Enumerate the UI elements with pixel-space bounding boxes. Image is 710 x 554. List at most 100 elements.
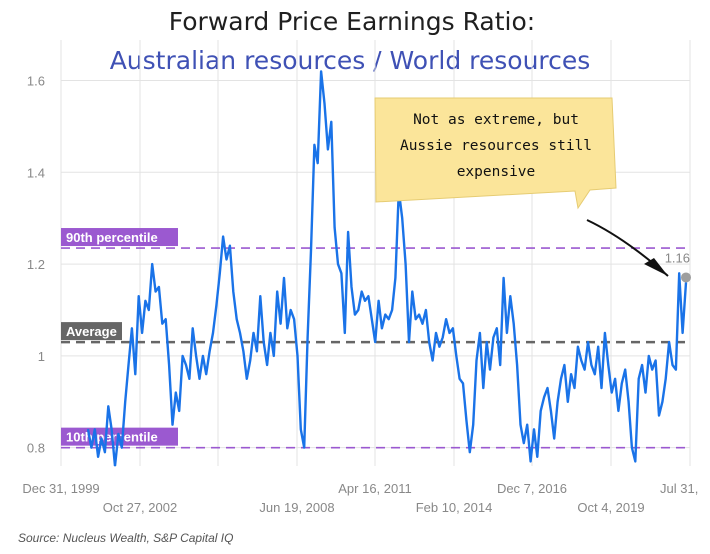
data-point-120 (492, 336, 494, 339)
annotation-line-3: expensive (457, 164, 536, 180)
data-point-14 (134, 373, 136, 375)
data-point-25 (171, 424, 174, 426)
data-point-12 (127, 364, 130, 366)
data-point-113 (469, 451, 471, 453)
data-point-102 (432, 359, 434, 362)
annotation-callout: Not as extreme, but Aussie resources sti… (374, 97, 669, 277)
data-point-123 (503, 277, 505, 279)
y-tick-label-1: 1 (38, 349, 45, 364)
data-point-47 (246, 378, 248, 380)
x-tick-label-lower-1: Jun 19, 2008 (259, 500, 334, 515)
x-tick-label-upper-0: Dec 31, 1999 (22, 481, 99, 496)
data-point-34 (202, 355, 204, 357)
data-point-4 (100, 437, 103, 440)
data-point-53 (266, 364, 268, 366)
data-point-139 (557, 401, 559, 403)
data-point-108 (452, 327, 454, 329)
data-point-135 (543, 396, 545, 398)
data-point-137 (550, 410, 552, 412)
data-point-151 (597, 346, 599, 348)
data-point-63 (300, 428, 302, 430)
data-point-126 (513, 323, 515, 325)
data-point-11 (124, 401, 126, 403)
data-point-132 (533, 428, 535, 430)
data-point-129 (523, 442, 525, 444)
data-point-147 (584, 369, 586, 371)
data-point-75 (340, 272, 342, 274)
data-point-162 (634, 460, 636, 462)
data-point-10 (121, 447, 123, 449)
y-tick-label-0: 0.8 (27, 441, 45, 456)
data-point-96 (411, 291, 413, 293)
data-point-71 (327, 148, 329, 150)
data-point-142 (567, 401, 569, 403)
data-point-148 (587, 341, 589, 343)
annotation-line-2: Aussie resources still (400, 138, 592, 154)
series-line-0 (86, 70, 688, 466)
data-point-170 (661, 401, 664, 403)
data-point-29 (185, 364, 187, 366)
reference-label-bg-1 (61, 322, 122, 341)
y-axis: 0.8 1 1.2 1.4 1.6 (27, 74, 45, 456)
data-point-61 (293, 318, 295, 320)
data-point-119 (489, 369, 491, 371)
data-point-88 (384, 314, 386, 316)
data-point-30 (188, 378, 190, 380)
data-point-163 (638, 378, 640, 380)
data-point-69 (320, 70, 322, 72)
data-point-0 (87, 428, 89, 430)
data-point-20 (155, 291, 157, 293)
data-point-41 (225, 258, 228, 261)
data-point-38 (215, 304, 217, 306)
data-point-84 (371, 318, 373, 320)
data-point-28 (182, 355, 184, 357)
reference-label-0: 90th percentile (66, 230, 158, 245)
data-point-107 (448, 332, 451, 334)
data-point-76 (344, 332, 346, 334)
x-tick-label-lower-2: Feb 10, 2014 (416, 500, 493, 515)
data-point-83 (367, 295, 369, 297)
data-point-136 (546, 387, 549, 389)
data-point-73 (334, 226, 336, 228)
data-point-171 (665, 378, 667, 380)
data-point-134 (540, 410, 542, 412)
data-point-77 (347, 231, 349, 233)
data-point-157 (617, 410, 620, 412)
data-point-17 (144, 300, 146, 302)
data-point-60 (290, 309, 292, 311)
data-point-32 (195, 355, 197, 357)
data-point-7 (111, 428, 113, 430)
data-point-165 (644, 392, 647, 394)
data-point-98 (418, 314, 420, 316)
data-point-174 (675, 369, 677, 371)
reference-label-1: Average (66, 324, 117, 339)
data-point-64 (303, 447, 305, 449)
data-point-112 (465, 419, 467, 421)
data-point-172 (668, 341, 670, 343)
data-point-91 (394, 277, 396, 279)
data-point-72 (330, 121, 332, 123)
data-point-5 (104, 451, 106, 453)
data-point-164 (641, 364, 643, 366)
data-point-97 (415, 318, 417, 320)
data-point-118 (486, 341, 488, 343)
data-point-150 (594, 373, 596, 375)
data-point-176 (682, 332, 684, 334)
data-point-166 (648, 355, 650, 357)
data-point-146 (580, 359, 582, 362)
data-point-81 (361, 291, 363, 293)
data-point-3 (97, 456, 99, 458)
data-point-121 (496, 327, 498, 329)
data-point-138 (553, 437, 555, 440)
data-point-114 (472, 424, 474, 426)
data-point-111 (462, 382, 464, 384)
data-point-36 (209, 350, 211, 352)
data-point-55 (273, 355, 275, 357)
data-point-117 (482, 387, 484, 389)
data-point-133 (536, 456, 538, 458)
x-tick-label-upper-2: Dec 7, 2016 (497, 481, 567, 496)
data-point-16 (141, 332, 143, 334)
data-point-122 (499, 364, 501, 366)
data-point-39 (219, 272, 221, 274)
data-point-85 (374, 341, 376, 343)
